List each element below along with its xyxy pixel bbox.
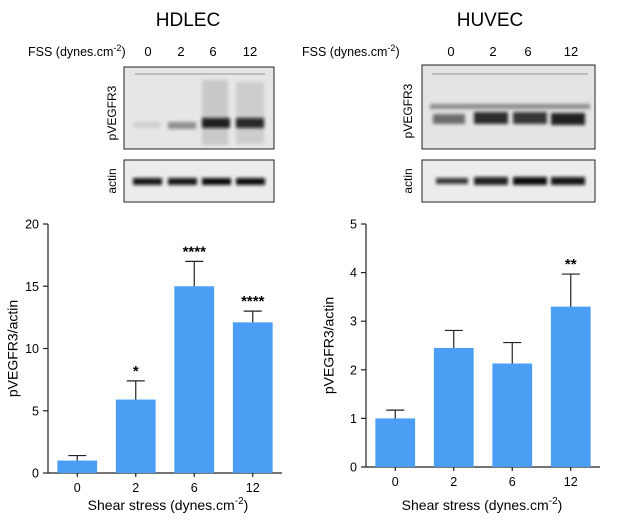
hdlec-bar	[232, 322, 273, 473]
hdlec-lane-12-smear	[236, 82, 264, 144]
hdlec-actin-blot-label: actin	[105, 168, 119, 193]
hdlec-x-tick-label: 12	[246, 481, 260, 495]
hdlec-bar	[57, 460, 98, 473]
huvec-y-tick-label: 4	[350, 266, 357, 280]
huvec-actin-blot-label: actin	[401, 168, 415, 193]
huvec-y-tick-label: 1	[350, 412, 357, 426]
hdlec-significance-label: *	[133, 363, 139, 380]
huvec-bar	[375, 418, 416, 467]
huvec-lane-label: 6	[524, 44, 531, 59]
hdlec-significance-label: ****	[241, 293, 265, 310]
hdlec-lane-label: 0	[144, 44, 151, 59]
huvec-significance-label: **	[565, 256, 577, 273]
hdlec-y-tick-label: 5	[32, 404, 39, 418]
hdlec-lane-label: 6	[209, 44, 216, 59]
hdlec-actin-band	[168, 178, 197, 185]
huvec-x-tick-label: 6	[509, 475, 516, 489]
huvec-actin-band	[551, 177, 585, 185]
hdlec-lane-6-smear	[202, 80, 228, 145]
hdlec-y-axis-title: pVEGFR3/actin	[5, 300, 21, 397]
hdlec-pvegfr3-band	[134, 122, 160, 128]
huvec-lane-label: 2	[489, 44, 496, 59]
huvec-pvegfr3-band	[433, 114, 465, 124]
hdlec-bar-chart: 0 5 10 15 20 0 * 2 **** 6 **** 12 pVEGFR3/actin Shear…	[5, 218, 282, 513]
huvec-x-axis-title: Shear stress (dynes.cm-2)	[402, 496, 563, 513]
hdlec-x-tick-label: 2	[132, 481, 139, 495]
huvec-y-tick-label: 5	[350, 218, 357, 232]
hdlec-y-tick-label: 10	[25, 342, 39, 356]
huvec-bar	[433, 347, 474, 467]
huvec-y-tick-label: 0	[350, 461, 357, 475]
hdlec-pvegfr3-band	[202, 118, 230, 128]
huvec-y-axis-title: pVEGFR3/actin	[321, 297, 337, 394]
huvec-x-tick-label: 12	[564, 475, 578, 489]
hdlec-x-tick-label: 0	[74, 481, 81, 495]
huvec-y-tick-label: 3	[350, 315, 357, 329]
huvec-title: HUVEC	[457, 10, 524, 31]
hdlec-y-tick-label: 20	[25, 218, 39, 232]
hdlec-bar	[174, 286, 215, 473]
hdlec-pvegfr3-band	[168, 122, 196, 129]
hdlec-bar	[115, 399, 156, 473]
huvec-x-tick-label: 2	[450, 475, 457, 489]
huvec-blot-panel: HUVEC FSS (dynes.cm-2) 0 2 6 12 pVEGFR3 …	[302, 10, 596, 203]
hdlec-blot-panel: HDLEC FSS (dynes.cm-2) 0 2 6 12 pVEGFR3 …	[28, 10, 275, 203]
huvec-pvegfr3-band	[513, 112, 547, 124]
huvec-fss-label: FSS (dynes.cm-2)	[302, 43, 400, 59]
hdlec-lane-label: 12	[243, 44, 257, 59]
hdlec-actin-band	[202, 178, 231, 185]
hdlec-pvegfr3-blot-label: pVEGFR3	[105, 85, 119, 140]
huvec-actin-band	[436, 178, 468, 184]
huvec-x-tick-label: 0	[392, 475, 399, 489]
huvec-pvegfr3-band	[474, 112, 508, 124]
huvec-lane-label: 0	[447, 44, 454, 59]
hdlec-actin-band	[133, 178, 162, 185]
huvec-pvegfr3-band	[551, 113, 585, 125]
huvec-pvegfr3-blot-label: pVEGFR3	[401, 83, 415, 138]
hdlec-significance-label: ****	[183, 243, 207, 260]
huvec-pvegfr3-upper-band	[430, 104, 590, 109]
hdlec-x-tick-label: 6	[191, 481, 198, 495]
huvec-actin-band	[474, 177, 508, 185]
huvec-bar	[492, 363, 533, 467]
huvec-lane-label: 12	[564, 44, 578, 59]
hdlec-pvegfr3-band	[236, 118, 264, 128]
hdlec-title: HDLEC	[156, 10, 220, 31]
hdlec-y-tick-label: 15	[25, 280, 39, 294]
hdlec-actin-band	[236, 178, 265, 185]
hdlec-x-axis-title: Shear stress (dynes.cm-2)	[88, 496, 249, 513]
hdlec-lane-label: 2	[177, 44, 184, 59]
huvec-y-tick-label: 2	[350, 363, 357, 377]
hdlec-fss-label: FSS (dynes.cm-2)	[28, 43, 126, 59]
hdlec-y-tick-label: 0	[32, 467, 39, 481]
huvec-actin-band	[513, 177, 547, 185]
huvec-bar	[550, 306, 591, 467]
